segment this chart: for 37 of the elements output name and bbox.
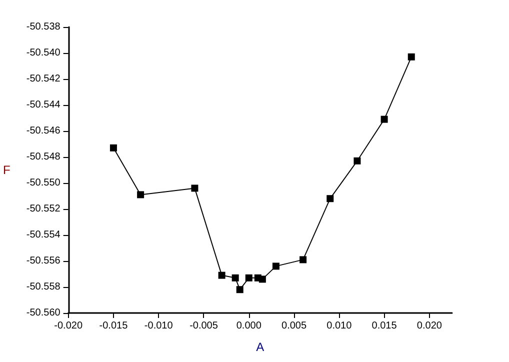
y-tick-label: -50.542 xyxy=(26,74,61,84)
point xyxy=(218,272,226,279)
x-axis-title: A xyxy=(256,340,264,354)
y-tick-label: -50.548 xyxy=(26,152,61,162)
x-tick-label: 0.020 xyxy=(416,320,442,332)
x-tick-label: -0.010 xyxy=(144,320,174,332)
point xyxy=(245,274,252,282)
point xyxy=(191,184,198,192)
y-tick-label: -50.552 xyxy=(26,204,61,214)
x-tick-label: 0.010 xyxy=(326,320,352,332)
y-tick-label: -50.550 xyxy=(26,178,61,188)
y-tick-label: -50.558 xyxy=(26,282,61,292)
y-tick-label: -50.554 xyxy=(26,230,61,240)
x-tick-label: -0.005 xyxy=(190,320,218,332)
point xyxy=(236,286,244,294)
point xyxy=(137,191,144,198)
x-tick-label: 0.015 xyxy=(372,320,398,332)
point xyxy=(110,144,117,152)
x-tick-label: -0.015 xyxy=(99,320,128,332)
y-axis-title: F xyxy=(2,163,10,177)
point xyxy=(354,157,361,164)
y-tick-label: -50.556 xyxy=(26,256,61,266)
point xyxy=(300,256,307,264)
point xyxy=(380,116,388,123)
point xyxy=(258,276,266,283)
x-tick-label: 0.005 xyxy=(282,320,307,332)
point xyxy=(326,195,334,202)
y-tick-label: -50.546 xyxy=(26,126,61,136)
x-tick-label: -0.020 xyxy=(54,320,83,332)
point xyxy=(408,53,415,60)
point xyxy=(232,274,239,282)
y-tick-label: -50.540 xyxy=(26,48,61,58)
point xyxy=(272,262,280,270)
y-tick-label: -50.560 xyxy=(26,308,61,318)
y-tick-label: -50.538 xyxy=(26,22,61,32)
x-tick-label: 0.000 xyxy=(236,320,262,332)
y-tick-label: -50.544 xyxy=(26,100,61,110)
